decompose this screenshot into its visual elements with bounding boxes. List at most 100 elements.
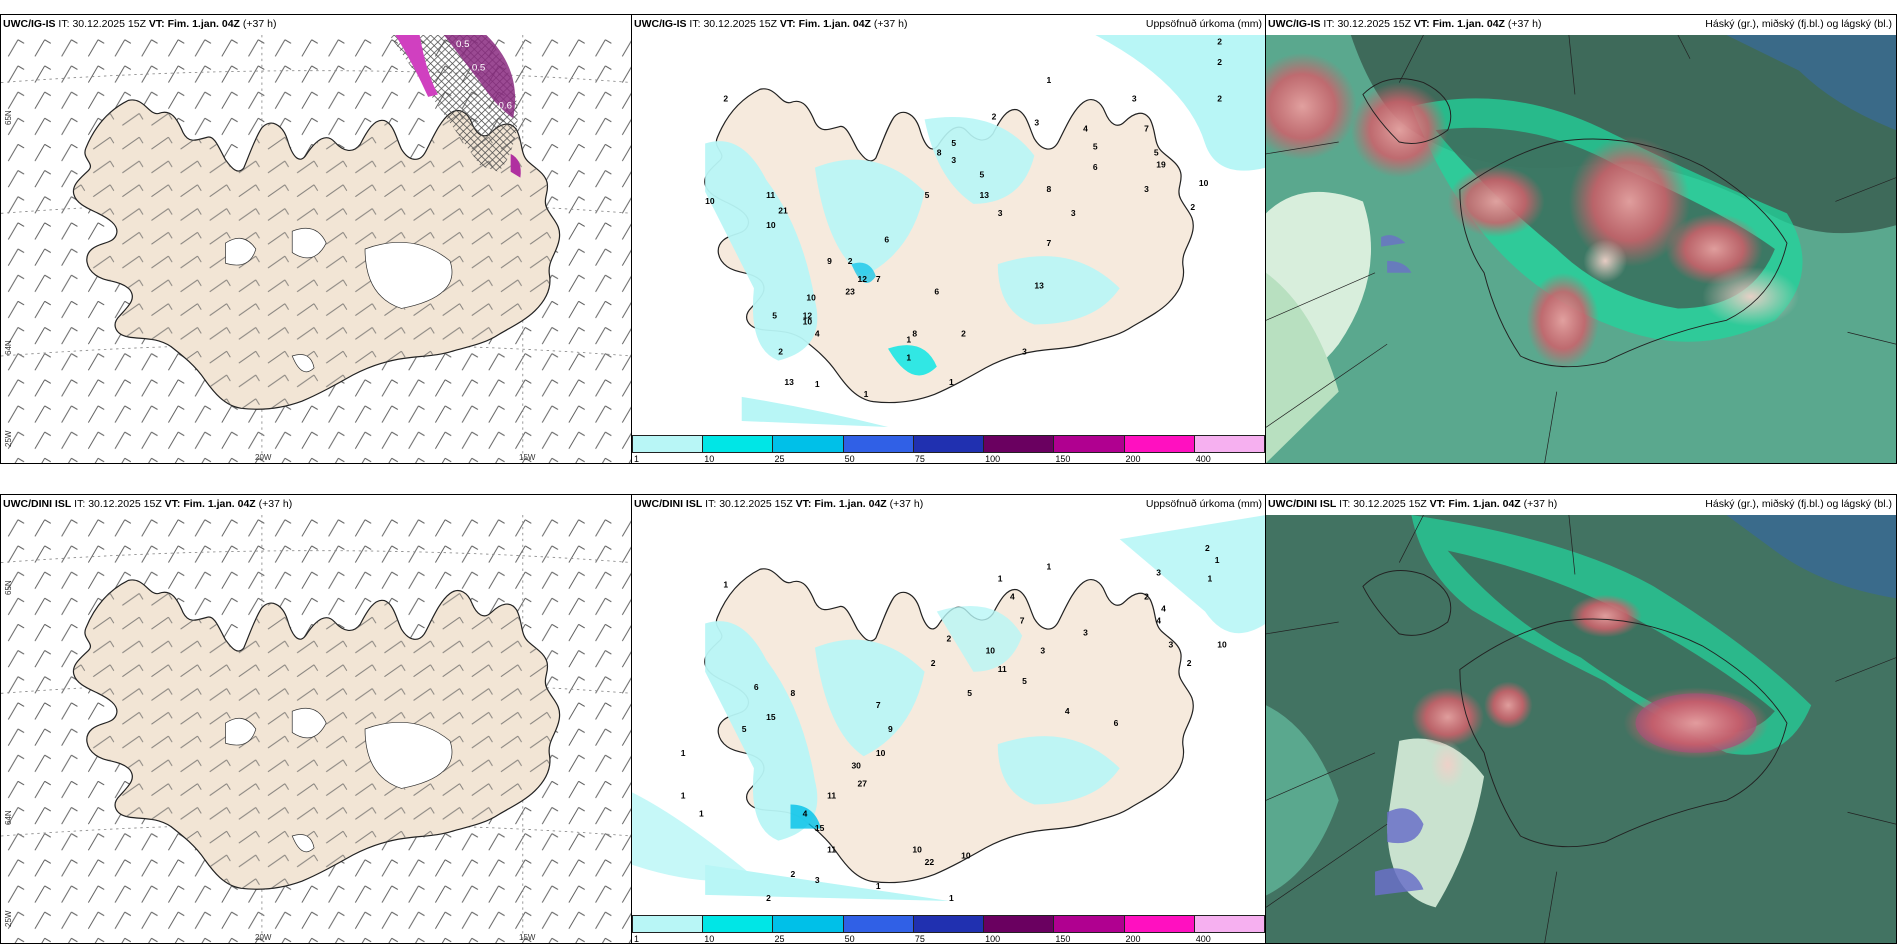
vt-label: VT: (795, 498, 812, 510)
svg-text:11: 11 (827, 845, 836, 855)
panel-header: UWC/IG-IS IT: 30.12.2025 15Z VT: Fim. 1.… (634, 18, 907, 30)
model-name: UWC/IG-IS (3, 18, 56, 30)
precip-panel-top: UWC/IG-IS IT: 30.12.2025 15Z VT: Fim. 1.… (631, 14, 1267, 464)
svg-text:1: 1 (1047, 561, 1052, 571)
svg-text:5: 5 (979, 169, 984, 179)
precip-map: 2 2 2 3 1 2 3 4 5 7 5 6 19 10 3 2 8 5 3 … (704, 35, 1266, 427)
vt-label: VT: (1413, 18, 1430, 30)
colorbar-swatch (1123, 435, 1195, 453)
wind-map: 0.5 0.5 0.6 (1, 35, 632, 463)
svg-text:12: 12 (803, 310, 813, 320)
lat-label-64n: 64N (4, 810, 13, 825)
svg-text:5: 5 (772, 310, 777, 320)
svg-text:4: 4 (803, 809, 808, 819)
vt-value: Fim. 1.jan. 04Z (1448, 498, 1521, 510)
vt-label: VT: (164, 498, 181, 510)
panel-header: UWC/DINI ISL IT: 30.12.2025 15Z VT: Fim.… (3, 498, 292, 510)
svg-text:2: 2 (961, 329, 966, 339)
model-name: UWC/DINI ISL (3, 498, 72, 510)
it-value: 30.12.2025 15Z (1353, 498, 1427, 510)
svg-text:3: 3 (1083, 628, 1088, 638)
it-value: 30.12.2025 15Z (703, 18, 777, 30)
vt-value: Fim. 1.jan. 04Z (1432, 18, 1505, 30)
svg-text:27: 27 (858, 778, 868, 788)
svg-text:8: 8 (937, 148, 942, 158)
lead-time: (+37 h) (1507, 18, 1542, 30)
precip-values: 2 2 2 3 1 2 3 4 5 7 5 6 19 10 3 2 8 5 3 … (705, 37, 1222, 399)
it-value: 30.12.2025 15Z (88, 498, 162, 510)
svg-text:2: 2 (1144, 591, 1149, 601)
svg-text:6: 6 (1093, 162, 1098, 172)
svg-text:10: 10 (961, 851, 971, 861)
colorbar-label: 1 (634, 454, 640, 464)
cloud-title: Háský (gr.), miðský (fj.bl.) og lágský (… (1705, 18, 1892, 30)
cloud-title: Háský (gr.), miðský (fj.bl.) og lágský (… (1705, 498, 1892, 510)
lat-label-65n: 65N (4, 580, 13, 595)
svg-text:5: 5 (1154, 148, 1159, 158)
svg-text:6: 6 (754, 682, 759, 692)
colorbar-label: 150 (1055, 454, 1071, 464)
svg-text:1: 1 (998, 573, 1003, 583)
svg-text:2: 2 (1205, 543, 1210, 553)
svg-text:7: 7 (1047, 238, 1052, 248)
svg-text:10: 10 (803, 316, 813, 326)
cloud-panel-bottom: UWC/DINI ISL IT: 30.12.2025 15Z VT: Fim.… (1265, 494, 1897, 944)
it-value: 30.12.2025 15Z (719, 498, 793, 510)
panel-header: UWC/DINI ISL IT: 30.12.2025 15Z VT: Fim.… (1268, 498, 1557, 510)
svg-text:4: 4 (1156, 616, 1161, 626)
colorbar-swatch (983, 435, 1055, 453)
lead-time: (+37 h) (873, 18, 908, 30)
colorbar-swatch (632, 435, 704, 453)
it-label: IT: (1323, 18, 1335, 30)
colorbar-swatch (1123, 915, 1195, 933)
svg-text:2: 2 (992, 111, 997, 121)
panel-header: UWC/DINI ISL IT: 30.12.2025 15Z VT: Fim.… (634, 498, 923, 510)
cloud-map (1266, 515, 1896, 943)
ice-label-2: 0.5 (472, 63, 485, 74)
colorbar-label: 25 (774, 934, 785, 944)
svg-text:1: 1 (906, 335, 911, 345)
colorbar-label: 200 (1125, 934, 1141, 944)
svg-text:2: 2 (1190, 202, 1195, 212)
svg-text:2: 2 (1217, 93, 1222, 103)
colorbar-label: 50 (844, 454, 855, 464)
svg-text:1: 1 (723, 579, 728, 589)
svg-text:1: 1 (681, 748, 686, 758)
it-label: IT: (74, 498, 86, 510)
svg-text:4: 4 (1083, 124, 1088, 134)
colorbar-label: 100 (985, 454, 1001, 464)
svg-text:2: 2 (791, 869, 796, 879)
wind-map (1, 515, 632, 943)
precip-values: 2 1 1 3 2 4 4 3 2 10 1 1 4 7 3 3 10 5 11… (681, 543, 1227, 903)
svg-text:15: 15 (766, 712, 776, 722)
svg-text:4: 4 (815, 329, 820, 339)
colorbar-label: 1 (634, 934, 640, 944)
precip-map: 2 1 1 3 2 4 4 3 2 10 1 1 4 7 3 3 10 5 11… (632, 515, 1266, 903)
colorbar-label: 50 (844, 934, 855, 944)
svg-text:3: 3 (1022, 347, 1027, 357)
colorbar-swatch (702, 435, 774, 453)
precip-colorbar: 1 10 25 50 75 100 150 200 400 (632, 915, 1266, 943)
svg-text:3: 3 (1034, 117, 1039, 127)
colorbar-swatch (632, 915, 704, 933)
svg-text:1: 1 (1215, 555, 1220, 565)
lat-label-65n: 65N (4, 110, 13, 125)
panel-header: UWC/IG-IS IT: 30.12.2025 15Z VT: Fim. 1.… (3, 18, 276, 30)
lat-label-25w: 25W (4, 430, 13, 447)
vt-value: Fim. 1.jan. 04Z (814, 498, 887, 510)
vt-value: Fim. 1.jan. 04Z (167, 18, 240, 30)
colorbar-label: 400 (1195, 454, 1211, 464)
svg-text:5: 5 (742, 724, 747, 734)
svg-text:11: 11 (827, 790, 836, 800)
colorbar-label: 100 (985, 934, 1001, 944)
svg-text:19: 19 (1156, 160, 1166, 170)
svg-text:2: 2 (931, 658, 936, 668)
colorbar-swatch (1193, 435, 1265, 453)
svg-text:10: 10 (986, 646, 996, 656)
wind-ice-panel-bottom: UWC/DINI ISL IT: 30.12.2025 15Z VT: Fim.… (0, 494, 633, 944)
panel-header: UWC/IG-IS IT: 30.12.2025 15Z VT: Fim. 1.… (1268, 18, 1541, 30)
svg-text:10: 10 (766, 220, 776, 230)
cloud-panel-top: UWC/IG-IS IT: 30.12.2025 15Z VT: Fim. 1.… (1265, 14, 1897, 464)
colorbar-swatch (842, 915, 914, 933)
colorbar-swatch (702, 915, 774, 933)
